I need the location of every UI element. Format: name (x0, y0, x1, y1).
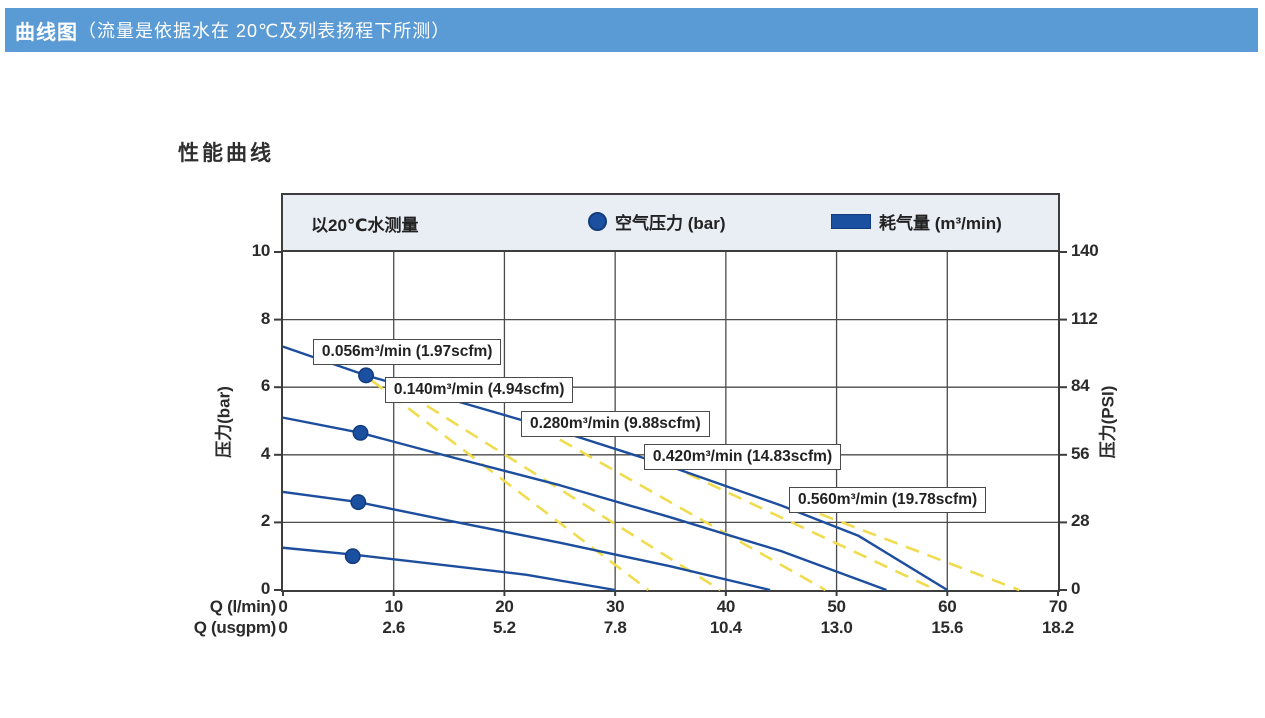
curve-label: 0.140m³/min (4.94scfm) (384, 377, 574, 404)
x-tick-usgpm: 10.4 (709, 618, 742, 637)
y-tick-bar: 6 (260, 376, 270, 396)
x-tick-lmin: 0 (278, 597, 288, 616)
y-tick-bar: 4 (260, 443, 270, 463)
y-tick-psi: 140 (1071, 241, 1099, 260)
air-consumption-line (819, 512, 1020, 592)
x-tick-usgpm: 15.6 (931, 618, 964, 637)
y-tick-psi: 112 (1071, 308, 1098, 328)
x-tick-usgpm: 0 (278, 618, 288, 637)
chart-title: 性能曲线 (178, 142, 274, 165)
x-tick-lmin: 70 (1048, 597, 1068, 616)
curve-label: 0.280m³/min (9.88scfm) (521, 410, 710, 437)
legend-air-consumption-label: 耗气量 (m³/min) (879, 214, 1002, 233)
pressure-curve-4 (282, 546, 616, 592)
legend-item-air-pressure: 空气压力 (bar) (588, 209, 726, 234)
y-tick-psi: 0 (1071, 579, 1081, 598)
x-tick-lmin: 60 (938, 597, 957, 616)
x-tick-lmin: 40 (716, 597, 736, 616)
header-title-bold: 曲线图 (15, 21, 78, 44)
air-pressure-dot (350, 494, 367, 511)
x-tick-lmin: 30 (605, 597, 625, 616)
legend-item-air-consumption: 耗气量 (m³/min) (831, 209, 1002, 234)
y-axis-title-psi: 压力(PSI) (1098, 385, 1118, 459)
air-consumption-line (370, 379, 650, 592)
curve-label: 0.056m³/min (1.97scfm) (312, 338, 502, 365)
y-tick-bar: 0 (260, 579, 270, 598)
y-tick-psi: 84 (1071, 376, 1090, 396)
y-tick-bar: 8 (260, 308, 270, 328)
air-pressure-dot (344, 548, 361, 565)
x-tick-usgpm: 7.8 (603, 618, 627, 637)
curve-label: 0.420m³/min (14.83scfm) (643, 443, 842, 470)
x-tick-lmin: 10 (384, 597, 404, 616)
curve-label: 0.560m³/min (19.78scfm) (788, 486, 987, 513)
x-tick-lmin: 20 (495, 597, 514, 616)
y-tick-bar: 10 (251, 241, 271, 260)
pressure-curve-1 (282, 345, 948, 592)
x-tick-usgpm: 5.2 (493, 618, 516, 637)
y-tick-bar: 2 (260, 511, 270, 531)
legend-note: 以20℃水测量 (311, 216, 419, 235)
x-axis-label-usgpm: Q (usgpm) (193, 618, 277, 637)
y-tick-psi: 56 (1071, 443, 1090, 463)
x-tick-usgpm: 18.2 (1042, 618, 1074, 637)
x-tick-lmin: 50 (827, 597, 846, 616)
air-pressure-dot (352, 424, 369, 441)
x-axis-label-lmin: Q (l/min) (209, 597, 277, 616)
header-bar: 曲线图 （流量是依据水在 20℃及列表扬程下所测） (5, 8, 1258, 52)
air-consumption-line (559, 438, 827, 592)
air-pressure-dot (358, 367, 374, 384)
x-tick-usgpm: 2.6 (382, 618, 406, 637)
air-pressure-dot-icon (588, 212, 607, 231)
header-title-rest: （流量是依据水在 20℃及列表扬程下所测） (78, 21, 451, 41)
chart-legend: 以20℃水测量 空气压力 (bar) 耗气量 (m³/min) (283, 195, 1058, 252)
air-consumption-line (426, 404, 722, 592)
pressure-curve-3 (282, 490, 771, 592)
legend-air-pressure-label: 空气压力 (bar) (615, 214, 726, 233)
air-consumption-bar-icon (831, 214, 871, 229)
y-tick-psi: 28 (1071, 511, 1090, 531)
x-tick-usgpm: 13.0 (820, 618, 853, 637)
